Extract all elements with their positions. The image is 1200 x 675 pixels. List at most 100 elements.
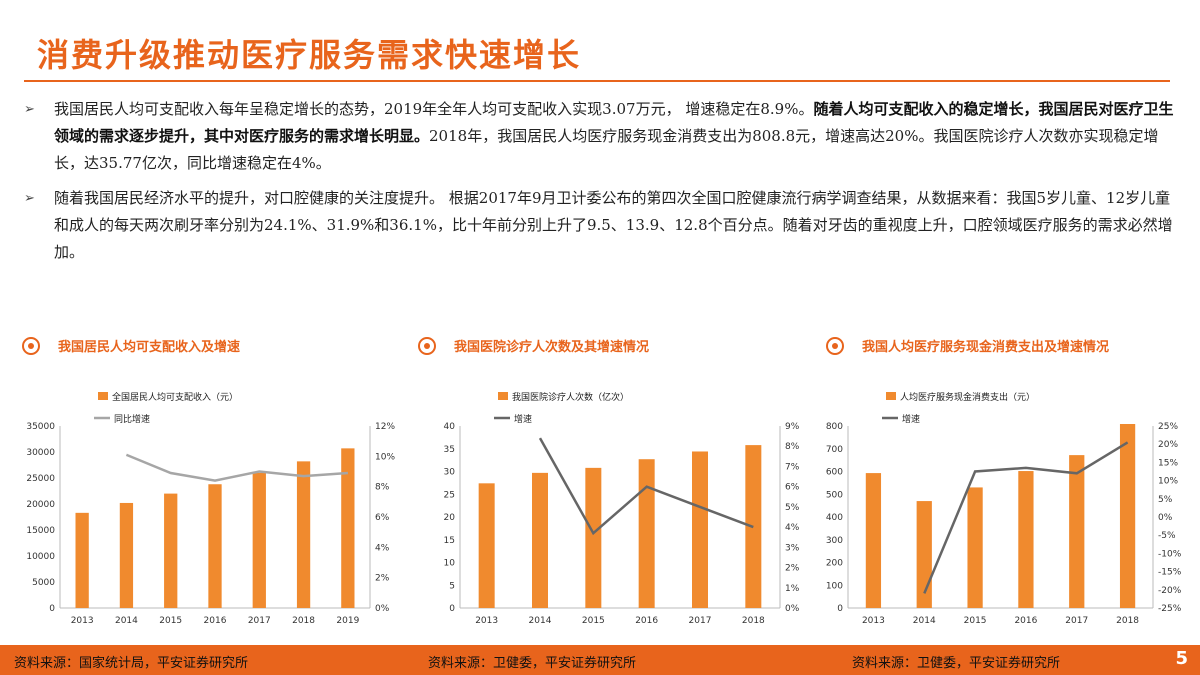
income-chart: 0 5000 10000 15000 20000 25000 30000 35000 0% 2% 4… [26, 391, 395, 626]
y2-tick-label: 6% [375, 513, 390, 523]
bullet-list: ➢ 我国居民人均可支配收入每年呈稳定增长的态势，2019年全年人均可支配收入实现… [24, 96, 1174, 274]
y2-tick-label: 4% [375, 543, 390, 553]
y-tick-label: 5000 [32, 578, 55, 588]
bar [296, 461, 311, 608]
y-tick-label: 35000 [26, 422, 55, 432]
x-tick-label: 2013 [862, 616, 885, 626]
y2-tick-label: -15% [1158, 568, 1182, 578]
y-tick-label: 15 [444, 536, 455, 546]
y2-tick-label: 15% [1158, 458, 1178, 468]
y2-tick-label: 8% [785, 442, 800, 452]
bar [1119, 423, 1136, 608]
legend-bar-swatch [886, 392, 896, 400]
bullet-item: ➢ 我国居民人均可支配收入每年呈稳定增长的态势，2019年全年人均可支配收入实现… [24, 96, 1174, 177]
target-icon [826, 336, 844, 355]
y-tick-label: 10 [444, 559, 456, 569]
title-divider [24, 80, 1170, 82]
x-tick-label: 2014 [913, 616, 936, 626]
bar [692, 451, 708, 608]
x-tick-label: 2018 [742, 616, 765, 626]
bar [532, 472, 548, 608]
y-tick-label: 800 [826, 422, 843, 432]
y2-tick-label: 7% [785, 462, 800, 472]
y2-tick-label: 8% [375, 483, 390, 493]
chart-heading-label: 我国人均医疗服务现金消费支出及增速情况 [862, 340, 1110, 355]
source-note-1: 资料来源：国家统计局，平安证券研究所 [14, 656, 249, 671]
y-tick-label: 100 [826, 581, 843, 591]
x-tick-label: 2016 [1014, 616, 1037, 626]
y-tick-label: 20000 [26, 500, 55, 510]
bar [119, 502, 134, 608]
bullet-item: ➢ 随着我国居民经济水平的提升，对口腔健康的关注度提升。 根据2017年9月卫计… [24, 185, 1174, 266]
arrow-bullet-icon: ➢ [24, 102, 35, 117]
x-tick-label: 2014 [529, 616, 552, 626]
bullet-text-part: 我国居民人均可支配收入每年呈稳定增长的态势，2019年全年人均可支配收入实现3.… [54, 100, 814, 118]
source-note-2: 资料来源：卫健委，平安证券研究所 [428, 656, 637, 671]
legend-bar-label: 人均医疗服务现金消费支出（元） [900, 391, 1035, 403]
y2-tick-label: 0% [375, 604, 390, 614]
legend-line-label: 增速 [514, 413, 532, 425]
bar [585, 467, 602, 608]
y-tick-label: 400 [826, 513, 843, 523]
y-tick-label: 600 [826, 468, 843, 478]
bar [164, 493, 178, 608]
x-tick-label: 2019 [336, 616, 359, 626]
y2-tick-label: 2% [785, 564, 800, 574]
y2-tick-label: 5% [785, 503, 800, 513]
y-tick-label: 0 [49, 604, 55, 614]
x-tick-label: 2016 [204, 616, 227, 626]
bar [252, 472, 266, 608]
y2-tick-label: 0% [1158, 513, 1173, 523]
y2-tick-label: 25% [1158, 422, 1178, 432]
y2-tick-label: 12% [375, 422, 395, 432]
source-note-3: 资料来源：卫健委，平安证券研究所 [852, 656, 1061, 671]
chart-heading-label: 我国医院诊疗人次数及其增速情况 [454, 340, 650, 355]
arrow-bullet-icon: ➢ [24, 191, 35, 206]
y-tick-label: 30000 [26, 448, 55, 458]
x-tick-label: 2015 [159, 616, 182, 626]
x-tick-label: 2016 [635, 616, 658, 626]
legend-bar-swatch [498, 392, 508, 400]
chart-heading-1: 我国居民人均可支配收入及增速 [22, 336, 240, 355]
legend-bar-swatch [98, 392, 108, 400]
bullet-text: 我国居民人均可支配收入每年呈稳定增长的态势，2019年全年人均可支配收入实现3.… [54, 96, 1174, 177]
page-title: 消费升级推动医疗服务需求快速增长 [37, 36, 582, 74]
x-tick-label: 2018 [1116, 616, 1139, 626]
y-tick-label: 25000 [26, 474, 55, 484]
y-tick-label: 5 [449, 581, 455, 591]
y-tick-label: 700 [826, 445, 843, 455]
x-tick-label: 2017 [248, 616, 271, 626]
page-number: 5 [1175, 648, 1188, 669]
bar [865, 473, 882, 608]
bar [967, 487, 983, 608]
y2-tick-label: 1% [785, 584, 800, 594]
bar [638, 459, 655, 608]
bullet-text: 随着我国居民经济水平的提升，对口腔健康的关注度提升。 根据2017年9月卫计委公… [54, 185, 1174, 266]
y-tick-label: 10000 [26, 552, 55, 562]
y2-tick-label: -25% [1158, 604, 1182, 614]
footer-bar [0, 645, 1200, 675]
y-tick-label: 25 [444, 490, 455, 500]
bar [478, 483, 495, 608]
bar [341, 448, 355, 608]
y2-tick-label: -10% [1158, 549, 1182, 559]
growth-line [125, 453, 348, 482]
medical-spending-chart: 0 100 200 300 400 500 600 700 800 -25% -20% -15% -10… [826, 391, 1182, 626]
x-tick-label: 2018 [292, 616, 315, 626]
bar [208, 484, 222, 608]
y-tick-label: 500 [826, 490, 843, 500]
x-tick-label: 2015 [964, 616, 987, 626]
y-tick-label: 200 [826, 559, 843, 569]
y2-tick-label: 9% [785, 422, 800, 432]
chart-heading-label: 我国居民人均可支配收入及增速 [58, 340, 241, 355]
y2-tick-label: 10% [375, 452, 395, 462]
y2-tick-label: 4% [785, 523, 800, 533]
y-tick-label: 30 [444, 468, 456, 478]
target-icon [22, 336, 40, 355]
legend-bar-label: 我国医院诊疗人次数（亿次） [512, 391, 629, 403]
bullet-text-bold: 随着人均可支配收入的稳定增长，我国居民对医疗卫生领域的需求逐步提升，其中对医疗服… [54, 100, 1174, 145]
y-tick-label: 15000 [26, 526, 55, 536]
target-icon [418, 336, 436, 355]
bar [1018, 471, 1034, 608]
y2-tick-label: -5% [1158, 531, 1176, 541]
